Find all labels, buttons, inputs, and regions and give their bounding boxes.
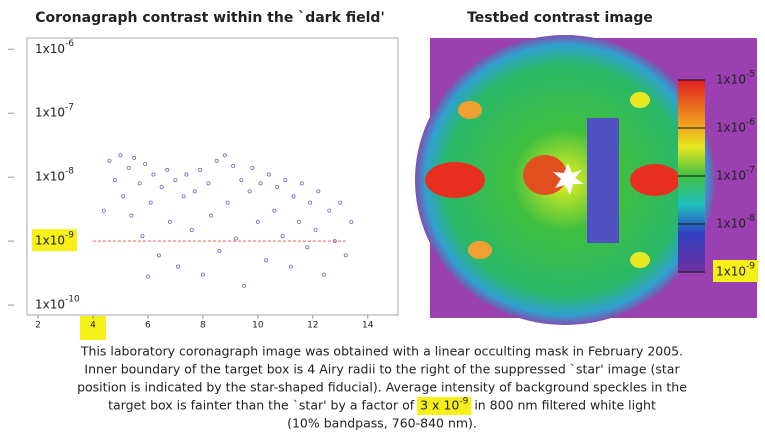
x-tick-label: 6 [145,321,151,331]
left-title: Coronagraph contrast within the `dark fi… [35,10,385,26]
y-tick-exponent: -10 [65,295,80,305]
y-tick-exponent: -8 [65,167,74,177]
y-tick-exponent: -7 [746,166,755,176]
caption-exponent: -9 [459,397,468,407]
x-tick-label: 12 [307,321,318,331]
y-tick-exponent: -5 [746,70,755,80]
y-tick-exponent: -6 [746,118,755,128]
caption-text: target box is fainter than the `star' by… [108,398,415,413]
figure: Coronagraph contrast within the `dark fi… [0,0,765,444]
y-tick-label: 1x10 [35,170,65,184]
y-tick-label: 1x10 [716,121,746,135]
x-tick-label: 2 [35,321,41,331]
y-tick-label: 1x10 [716,169,746,183]
x-tick-label: 4 [90,321,96,331]
y-tick-exponent: -9 [746,262,755,272]
y-tick-exponent: -8 [746,214,755,224]
caption-line: (10% bandpass, 760-840 nm). [287,416,477,431]
y-tick-label: 1x10 [35,42,65,56]
y-tick-exponent: -7 [65,103,74,113]
y-tick-label: 1x10 [716,73,746,87]
contrast-image [415,35,757,325]
y-tick-label: 1x10 [35,106,65,120]
caption-line: position is indicated by the star-shaped… [77,380,687,395]
x-tick-label: 10 [252,321,264,331]
plot-frame [27,38,398,315]
y-tick-label: 1x10 [716,265,746,279]
y-tick-label: 1x10 [35,234,65,248]
caption-text: in 800 nm filtered white light [474,398,656,413]
y-tick-label: 1x10 [716,217,746,231]
caption-line: This laboratory coronagraph image was ob… [80,344,683,359]
caption-line: Inner boundary of the target box is 4 Ai… [84,362,680,377]
x-tick-label: 14 [362,321,374,331]
caption-highlight: 3 x 10 [420,398,459,413]
right-title: Testbed contrast image [467,10,653,26]
y-tick-label: 1x10 [35,298,65,312]
y-tick-exponent: -6 [65,39,74,49]
x-tick-label: 8 [200,321,206,331]
y-tick-exponent: -9 [65,231,74,241]
